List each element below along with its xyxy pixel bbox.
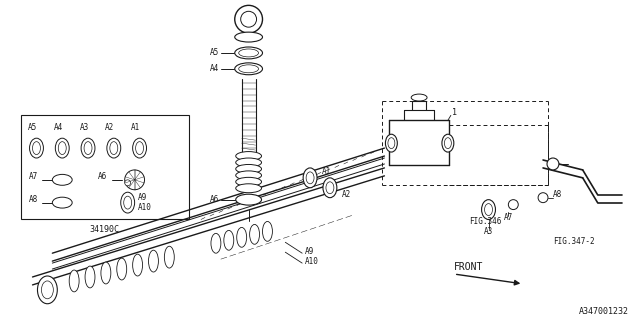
Text: FIG.346: FIG.346 — [468, 217, 501, 226]
Ellipse shape — [52, 174, 72, 185]
Ellipse shape — [121, 192, 134, 213]
Text: 1: 1 — [452, 108, 457, 117]
Ellipse shape — [236, 194, 262, 205]
Text: A8: A8 — [29, 195, 38, 204]
Ellipse shape — [116, 258, 127, 280]
Text: A5: A5 — [210, 48, 219, 57]
Text: A5: A5 — [28, 123, 37, 132]
Ellipse shape — [239, 65, 259, 73]
Ellipse shape — [236, 171, 262, 180]
Ellipse shape — [303, 168, 317, 188]
Ellipse shape — [442, 134, 454, 152]
Ellipse shape — [262, 221, 273, 241]
Circle shape — [508, 200, 518, 210]
Text: A3: A3 — [484, 227, 493, 236]
Ellipse shape — [236, 152, 262, 161]
Text: A6: A6 — [98, 172, 107, 181]
Ellipse shape — [148, 250, 159, 272]
Ellipse shape — [69, 270, 79, 292]
Ellipse shape — [306, 172, 314, 184]
Ellipse shape — [85, 266, 95, 288]
Ellipse shape — [81, 138, 95, 158]
Ellipse shape — [42, 281, 53, 299]
Text: A7: A7 — [29, 172, 38, 181]
Ellipse shape — [55, 138, 69, 158]
Text: A1: A1 — [131, 123, 140, 132]
Ellipse shape — [235, 32, 262, 42]
Ellipse shape — [385, 134, 397, 152]
Text: A2: A2 — [342, 190, 351, 199]
Text: FRONT: FRONT — [454, 262, 483, 272]
Ellipse shape — [52, 197, 72, 208]
Ellipse shape — [211, 233, 221, 253]
Text: A9: A9 — [138, 193, 147, 202]
Ellipse shape — [110, 142, 118, 155]
Ellipse shape — [58, 142, 66, 155]
Text: A4: A4 — [54, 123, 63, 132]
Text: FIG.347-2: FIG.347-2 — [553, 237, 595, 246]
Ellipse shape — [236, 158, 262, 167]
Text: A6: A6 — [210, 195, 219, 204]
Text: A8: A8 — [553, 190, 562, 199]
Ellipse shape — [235, 47, 262, 59]
Text: A4: A4 — [210, 64, 219, 73]
Text: A9: A9 — [305, 247, 314, 256]
Ellipse shape — [132, 254, 143, 276]
Ellipse shape — [38, 276, 58, 304]
Circle shape — [125, 170, 145, 190]
Circle shape — [547, 158, 559, 170]
Ellipse shape — [237, 228, 246, 247]
Circle shape — [235, 5, 262, 33]
Text: A2: A2 — [105, 123, 115, 132]
Ellipse shape — [250, 224, 260, 244]
Circle shape — [125, 180, 131, 186]
Ellipse shape — [101, 262, 111, 284]
Ellipse shape — [164, 246, 174, 268]
Ellipse shape — [323, 178, 337, 198]
Bar — [20, 116, 189, 220]
Text: A1: A1 — [322, 167, 332, 176]
Text: A7: A7 — [504, 213, 513, 222]
Ellipse shape — [235, 63, 262, 75]
Ellipse shape — [481, 200, 495, 220]
Ellipse shape — [33, 142, 40, 155]
Circle shape — [538, 193, 548, 203]
Ellipse shape — [484, 204, 493, 215]
Ellipse shape — [444, 138, 451, 148]
Ellipse shape — [239, 49, 259, 57]
Ellipse shape — [29, 138, 44, 158]
Ellipse shape — [236, 177, 262, 186]
Ellipse shape — [326, 182, 334, 194]
Ellipse shape — [236, 164, 262, 173]
Ellipse shape — [84, 142, 92, 155]
Circle shape — [241, 11, 257, 27]
Ellipse shape — [224, 230, 234, 250]
Ellipse shape — [236, 184, 262, 193]
Text: 34190C: 34190C — [90, 225, 120, 234]
Ellipse shape — [388, 138, 395, 148]
Ellipse shape — [107, 138, 121, 158]
Ellipse shape — [136, 142, 143, 155]
Ellipse shape — [124, 196, 132, 209]
Text: A3: A3 — [79, 123, 89, 132]
Text: A347001232: A347001232 — [579, 307, 629, 316]
Text: A10: A10 — [138, 203, 152, 212]
Ellipse shape — [132, 138, 147, 158]
Ellipse shape — [412, 94, 427, 101]
Text: A10: A10 — [305, 257, 319, 266]
